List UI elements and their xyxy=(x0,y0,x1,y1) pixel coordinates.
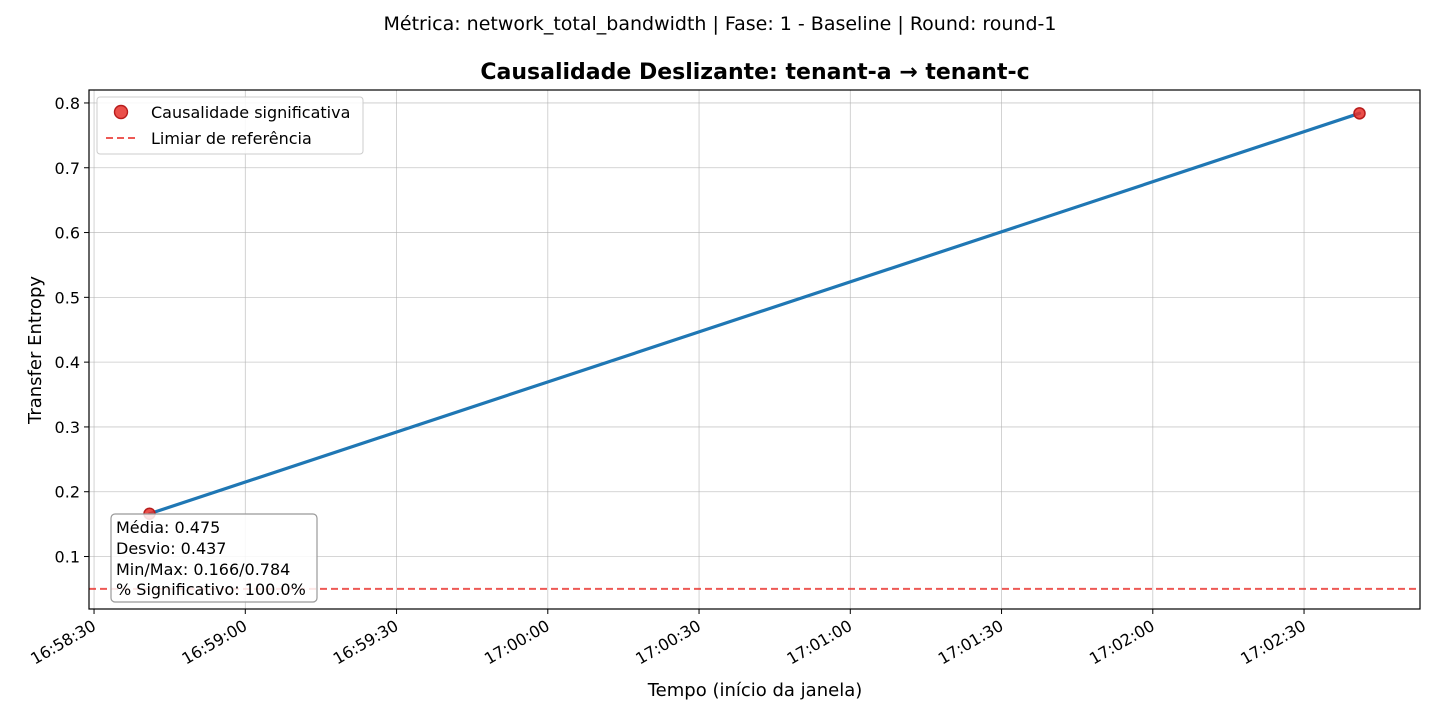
x-tick-label: 16:59:30 xyxy=(330,616,402,668)
x-tick-label: 17:02:30 xyxy=(1237,616,1309,668)
x-axis-ticks: 16:58:30 16:59:00 16:59:30 17:00:00 17:00:30… xyxy=(27,609,1309,668)
x-tick-label: 17:00:00 xyxy=(481,616,553,668)
stats-minmax: Min/Max: 0.166/0.784 xyxy=(116,560,290,579)
stats-box: Média: 0.475 Desvio: 0.437 Min/Max: 0.16… xyxy=(110,513,318,603)
y-tick-label: 0.4 xyxy=(55,353,80,372)
y-axis-label: Transfer Entropy xyxy=(25,276,46,425)
chart-title: Causalidade Deslizante: tenant-a → tenan… xyxy=(480,60,1029,85)
plot-frame xyxy=(88,89,1421,610)
series-line xyxy=(147,111,1362,516)
x-axis-label: Tempo (início da janela) xyxy=(647,680,863,701)
stats-stddev: Desvio: 0.437 xyxy=(116,539,226,558)
x-tick-label: 16:59:00 xyxy=(179,616,251,668)
x-tick-label: 16:58:30 xyxy=(27,616,99,668)
stats-box-frame xyxy=(110,513,318,603)
y-axis-ticks: 0.1 0.2 0.3 0.4 0.5 0.6 0.7 0.8 xyxy=(55,94,89,567)
y-tick-label: 0.1 xyxy=(55,548,80,567)
legend: Causalidade significativa Limiar de refe… xyxy=(96,96,364,155)
figure-suptitle: Métrica: network_total_bandwidth | Fase:… xyxy=(384,13,1057,35)
x-tick-label: 17:01:00 xyxy=(784,616,856,668)
legend-marker-significant xyxy=(113,104,129,120)
significant-point xyxy=(1353,107,1366,120)
legend-label-significant: Causalidade significativa xyxy=(151,103,350,122)
x-tick-label: 17:00:30 xyxy=(632,616,704,668)
y-tick-label: 0.7 xyxy=(55,159,80,178)
grid xyxy=(89,90,1420,609)
y-tick-label: 0.6 xyxy=(55,224,80,243)
y-tick-label: 0.3 xyxy=(55,418,80,437)
legend-box xyxy=(96,96,364,155)
legend-label-reference: Limiar de referência xyxy=(151,129,312,148)
y-tick-label: 0.8 xyxy=(55,94,80,113)
y-tick-label: 0.2 xyxy=(55,483,80,502)
y-tick-label: 0.5 xyxy=(55,288,80,307)
stats-mean: Média: 0.475 xyxy=(116,518,220,537)
stats-significant-pct: % Significativo: 100.0% xyxy=(116,580,306,599)
x-tick-label: 17:01:30 xyxy=(935,616,1007,668)
series-group xyxy=(147,111,1362,516)
x-tick-label: 17:02:00 xyxy=(1086,616,1158,668)
